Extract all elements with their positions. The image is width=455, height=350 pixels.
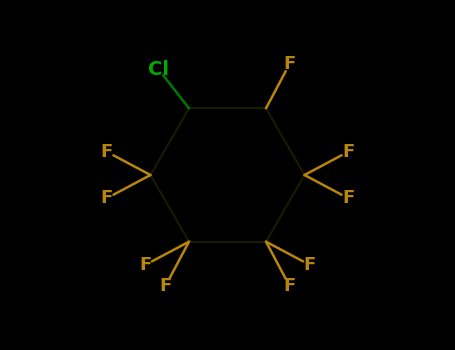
Text: F: F: [283, 276, 295, 295]
Text: F: F: [160, 276, 172, 295]
Text: F: F: [304, 256, 316, 274]
Text: Cl: Cl: [148, 60, 169, 79]
Text: F: F: [342, 143, 354, 161]
Text: F: F: [342, 189, 354, 207]
Text: F: F: [101, 189, 113, 207]
Text: F: F: [139, 256, 151, 274]
Text: F: F: [101, 143, 113, 161]
Text: F: F: [283, 55, 295, 74]
